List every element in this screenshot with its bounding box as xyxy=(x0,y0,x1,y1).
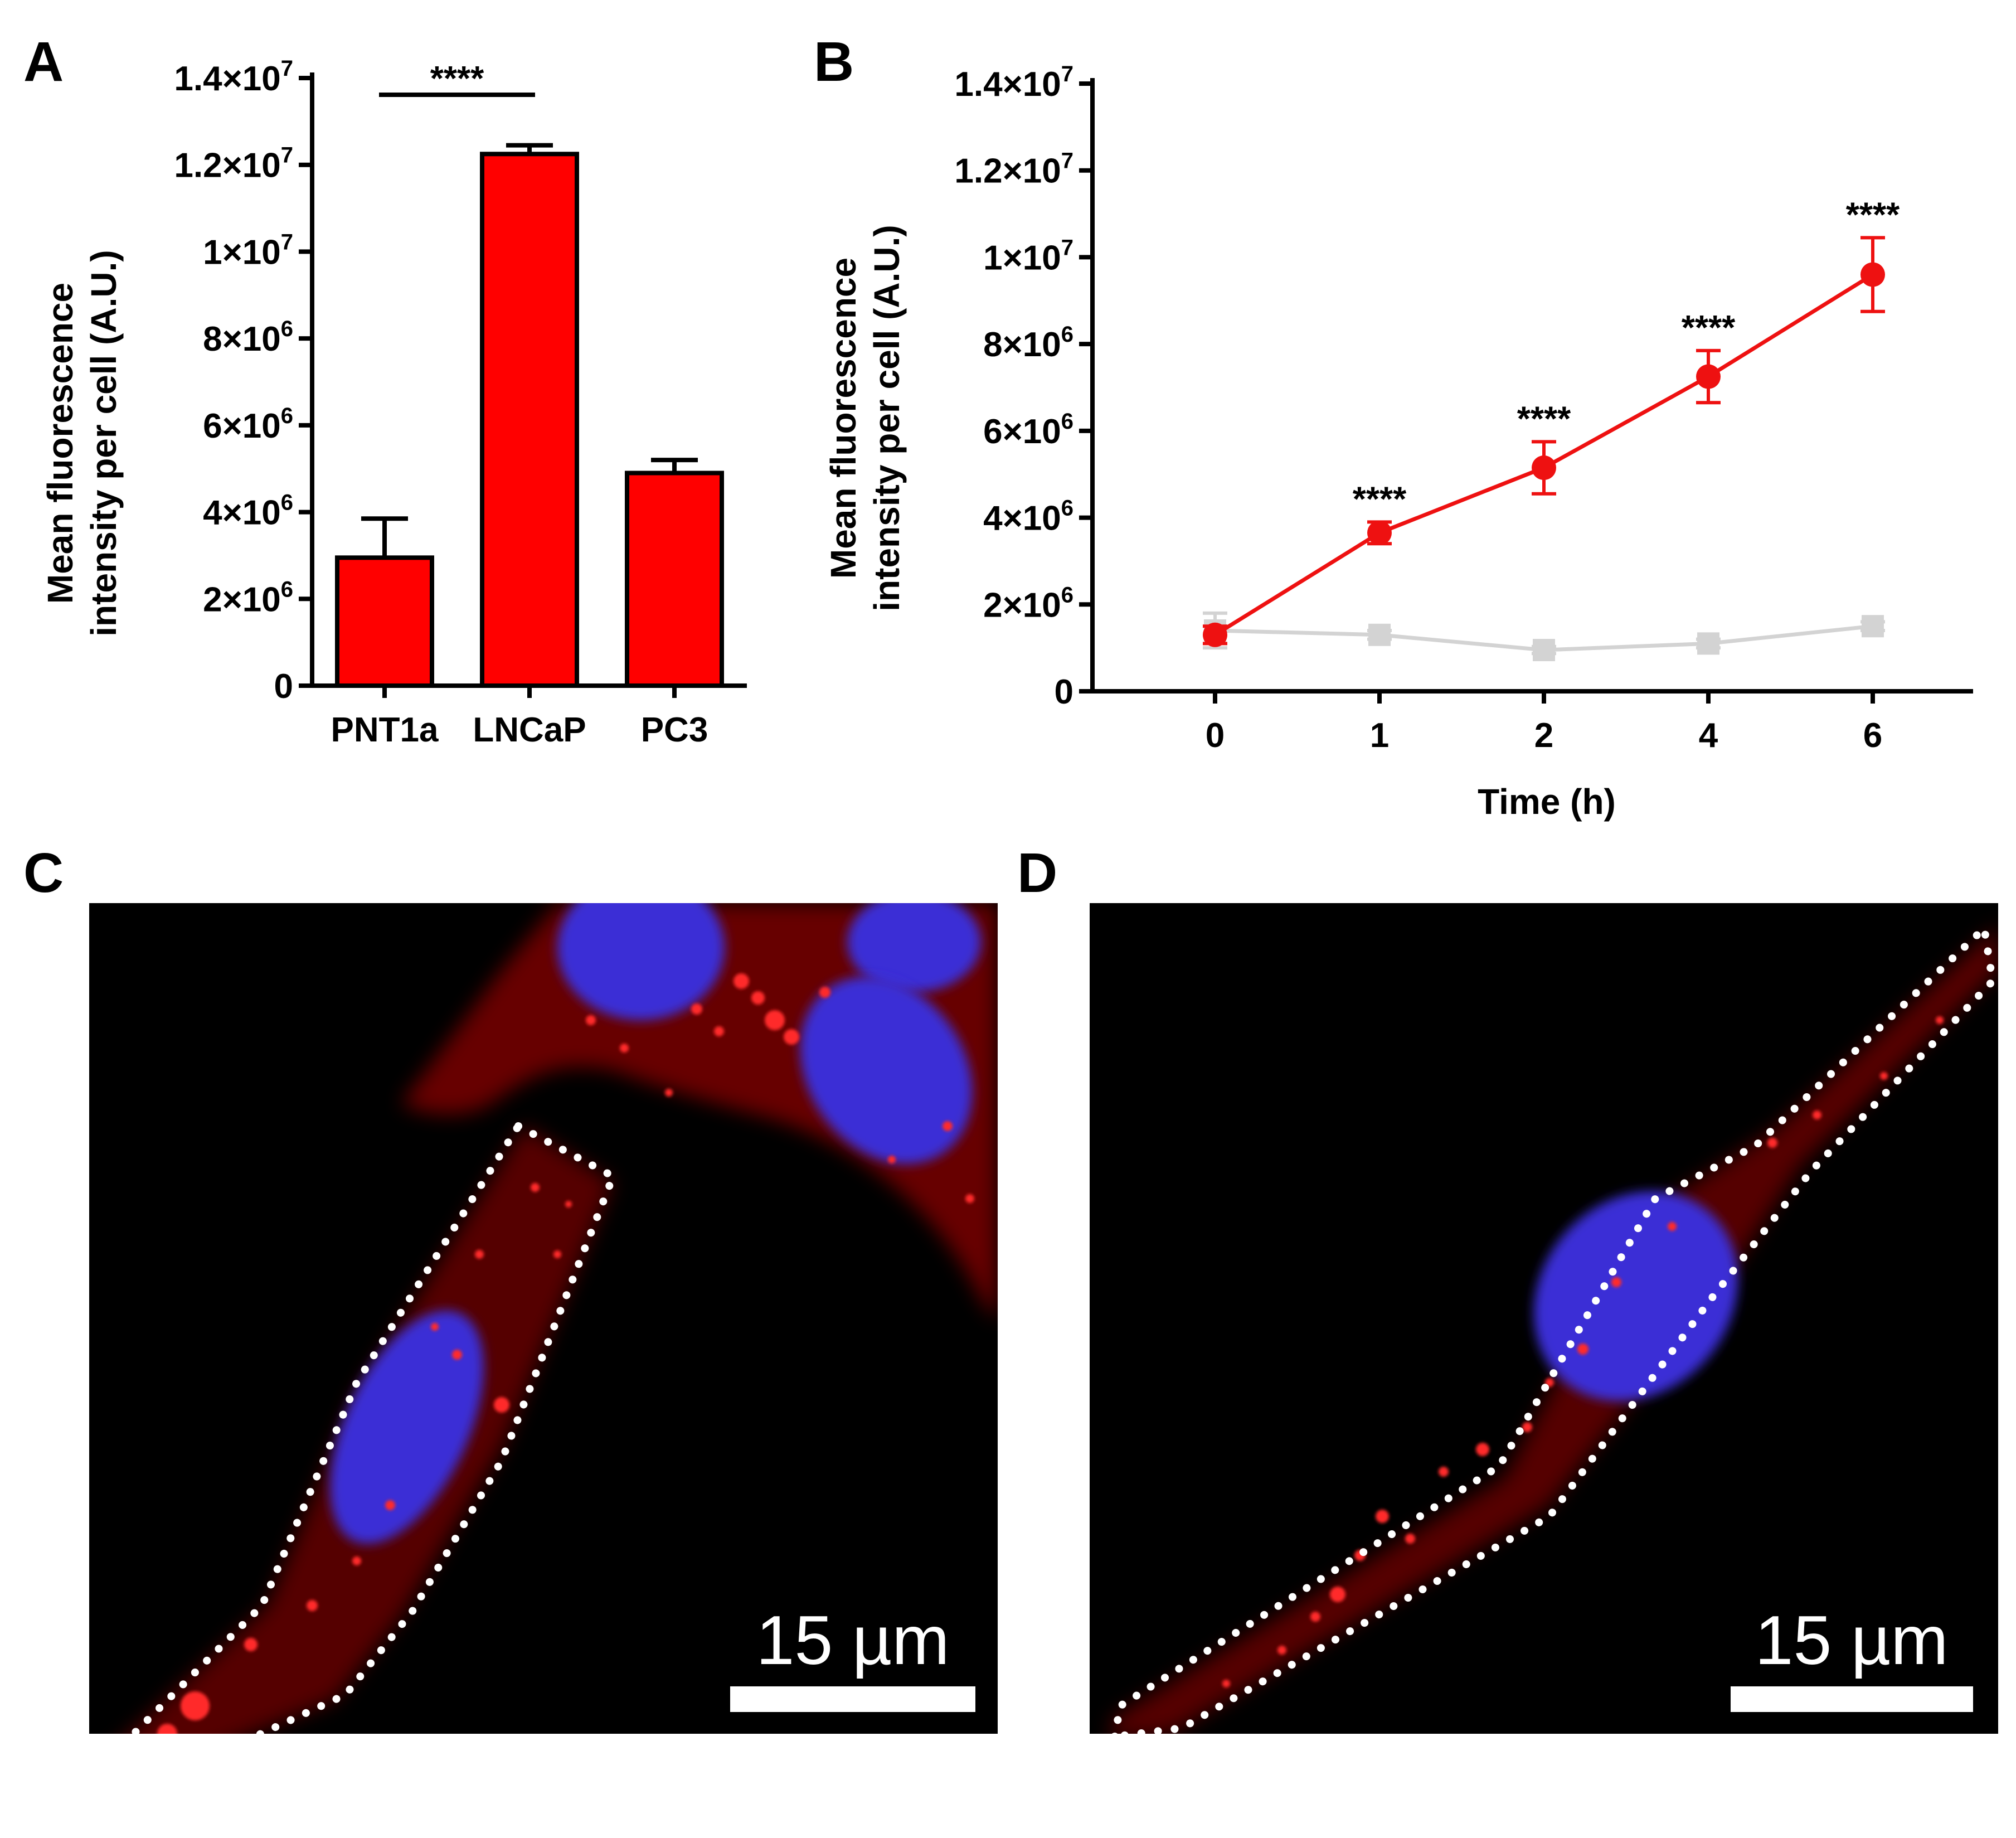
panel-b-y-tick-label: 1.4×107 xyxy=(954,62,1073,104)
panel-a-bar xyxy=(625,471,724,688)
panel-b-axes xyxy=(1090,78,1973,694)
panel-a-bar-chart: A Mean fluorescence intensity per cell (… xyxy=(23,31,747,749)
panel-c-scale-label: 15 µm xyxy=(756,1602,949,1679)
panel-b-y-tick-label: 0 xyxy=(1055,673,1073,711)
panel-b-point-treated xyxy=(1696,364,1721,389)
panel-c-cells xyxy=(128,903,998,1734)
panel-a-annotations: **** xyxy=(379,60,535,98)
panel-b-y-tick-label: 1×107 xyxy=(983,235,1073,277)
panel-b-y-tick-label: 1.2×107 xyxy=(954,149,1073,191)
panel-b-label: B xyxy=(814,31,854,93)
panel-a-y-ticks: 0 2×106 4×106 6×106 8×106 1×107 1.2×107 1.4×107 xyxy=(174,56,312,706)
panel-d-cell-outline xyxy=(1111,920,1997,1734)
panel-a-y-axis-title-line1: Mean fluorescence xyxy=(40,283,80,604)
panel-a-y-tick-label: 0 xyxy=(274,667,293,706)
panel-b-point-treated xyxy=(1367,520,1392,545)
panel-b-x-tick-label: 1 xyxy=(1370,716,1389,755)
panel-d-label: D xyxy=(1017,842,1057,904)
panel-b-annotations: **** **** **** **** xyxy=(1353,196,1900,518)
panel-a-x-tick-label: LNCaP xyxy=(473,711,586,749)
panel-b-significance-label: **** xyxy=(1353,480,1407,518)
panel-a-bar xyxy=(480,152,579,688)
panel-d-micrograph: D 15 µm xyxy=(1017,842,1998,1734)
panel-b-significance-label: **** xyxy=(1517,400,1571,438)
panel-b-y-tick-label: 2×106 xyxy=(983,583,1073,624)
panel-d-scale-bar xyxy=(1731,1686,1973,1712)
panel-b-series-control xyxy=(1203,611,1885,662)
panel-b-point-treated xyxy=(1860,262,1885,287)
panel-a-y-tick-label: 6×106 xyxy=(203,404,293,445)
panel-b-y-axis-title-line1: Mean fluorescence xyxy=(823,258,863,579)
panel-a-y-axis-title-line2: intensity per cell (A.U.) xyxy=(84,250,124,636)
panel-c-scale-bar xyxy=(730,1686,975,1712)
panel-b-x-tick-label: 4 xyxy=(1699,716,1718,755)
panel-b-y-ticks: 0 2×106 4×106 6×106 8×106 1×107 1.2×107 1.4×107 xyxy=(954,62,1092,711)
panel-b-line-chart: B Mean fluorescence intensity per cell (… xyxy=(814,31,1973,822)
panel-c-cell-outline xyxy=(128,1121,618,1734)
panel-a-y-tick-label: 1.4×107 xyxy=(174,56,293,98)
panel-b-point-treated xyxy=(1532,455,1556,481)
nucleus-top-left xyxy=(557,903,725,1020)
panel-b-y-tick-label: 4×106 xyxy=(983,496,1073,538)
panel-b-y-axis-title: Mean fluorescence intensity per cell (A.… xyxy=(823,225,907,611)
panel-a-x-ticks: PNT1a LNCaP PC3 xyxy=(331,686,708,749)
panel-b-point-control xyxy=(1697,632,1719,655)
panel-d-cells xyxy=(1110,920,1998,1734)
panel-b-x-axis-title: Time (h) xyxy=(1478,782,1616,822)
panel-b-y-tick-label: 6×106 xyxy=(983,409,1073,451)
nucleus-top-right xyxy=(847,903,981,992)
panel-b-point-control xyxy=(1368,623,1391,646)
panel-c-micrograph: C xyxy=(23,842,998,1734)
panel-b-point-control xyxy=(1533,639,1555,662)
panel-b-y-axis-title-line2: intensity per cell (A.U.) xyxy=(867,225,907,611)
panel-a-label: A xyxy=(23,31,64,93)
panel-b-x-tick-label: 6 xyxy=(1863,716,1882,755)
panel-a-x-tick-label: PNT1a xyxy=(331,711,439,749)
panel-b-point-control xyxy=(1862,615,1884,638)
panel-b-x-tick-label: 2 xyxy=(1534,716,1553,755)
panel-a-y-axis-title: Mean fluorescence intensity per cell (A.… xyxy=(40,250,124,636)
panel-c-puncta xyxy=(157,973,974,1734)
panel-b-x-ticks: 0 1 2 4 6 xyxy=(1206,691,1882,755)
nucleus-right xyxy=(800,977,973,1164)
panel-b-point-treated xyxy=(1203,622,1227,647)
panel-a-significance-label: **** xyxy=(430,60,484,98)
nucleus-outlined-cell xyxy=(330,1310,484,1544)
panel-b-x-tick-label: 0 xyxy=(1206,716,1225,755)
panel-a-y-tick-label: 1.2×107 xyxy=(174,143,293,185)
panel-b-y-tick-label: 8×106 xyxy=(983,322,1073,364)
panel-b-significance-label: **** xyxy=(1682,309,1736,347)
panel-a-y-tick-label: 2×106 xyxy=(203,577,293,619)
panel-a-bar xyxy=(335,555,434,688)
panel-a-bars xyxy=(335,143,724,688)
panel-b-series-treated xyxy=(1203,236,1885,647)
panel-a-y-tick-label: 1×107 xyxy=(203,230,293,271)
panel-a-y-tick-label: 8×106 xyxy=(203,317,293,358)
panel-b-series xyxy=(1203,236,1885,662)
panel-c-label: C xyxy=(23,842,64,904)
panel-a-x-tick-label: PC3 xyxy=(641,711,708,749)
panel-d-scale-label: 15 µm xyxy=(1755,1602,1948,1679)
panel-b-significance-label: **** xyxy=(1846,196,1900,234)
panel-a-y-tick-label: 4×106 xyxy=(203,491,293,532)
